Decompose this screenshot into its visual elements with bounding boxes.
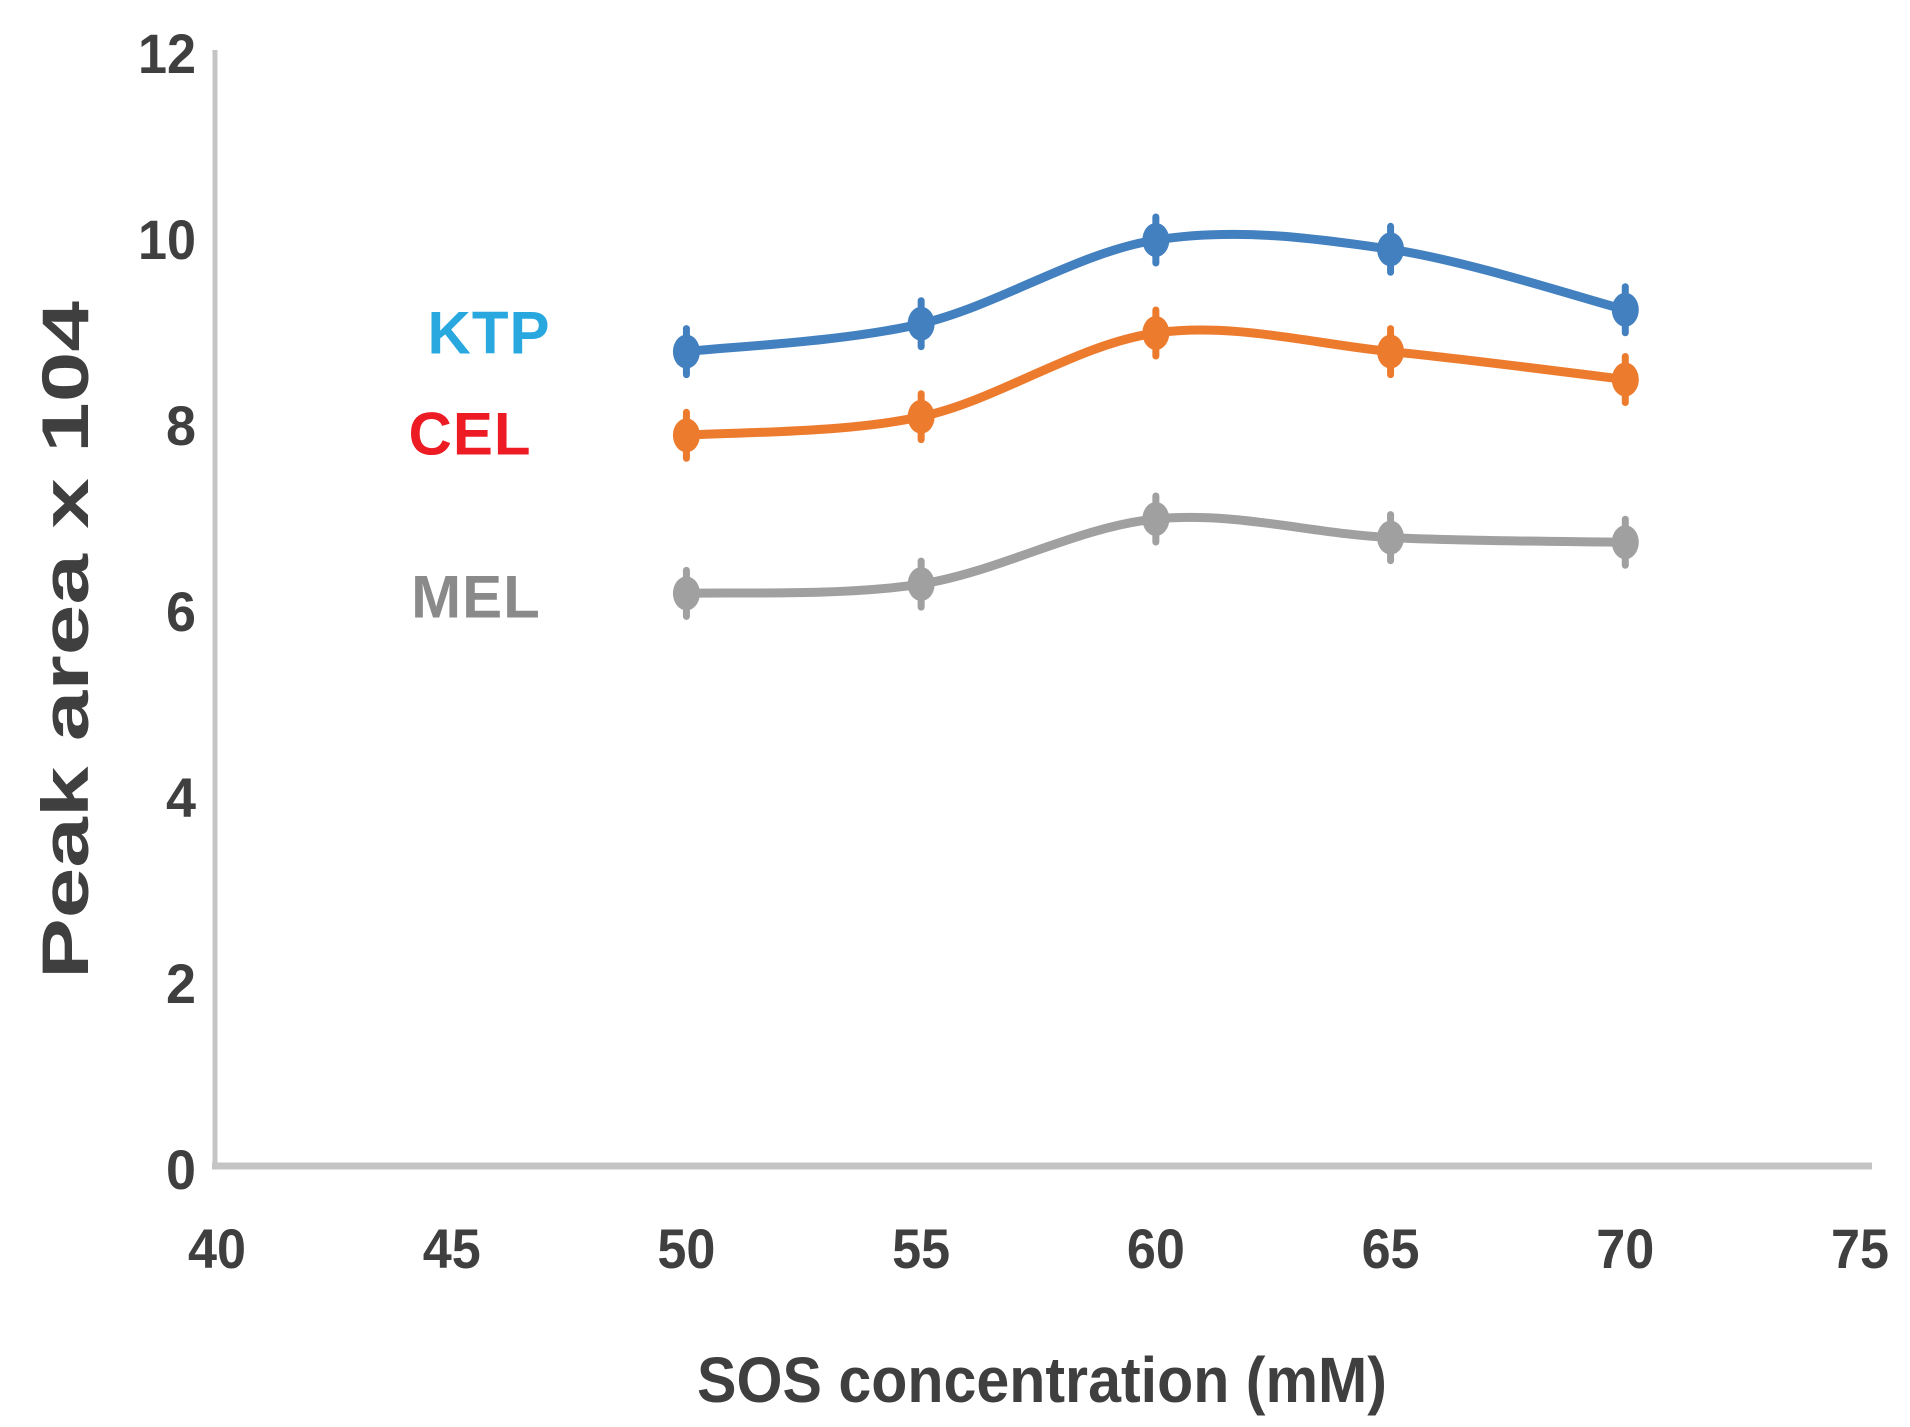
data-point-CEL-55 bbox=[907, 399, 935, 434]
data-point-CEL-70 bbox=[1611, 362, 1639, 397]
x-tick-label-40: 40 bbox=[188, 1217, 246, 1280]
data-point-KTP-70 bbox=[1611, 292, 1639, 327]
y-tick-label-12: 12 bbox=[138, 22, 196, 85]
data-point-KTP-50 bbox=[672, 334, 700, 369]
x-tick-label-65: 65 bbox=[1362, 1217, 1420, 1280]
x-tick-label-75: 75 bbox=[1831, 1217, 1889, 1280]
y-tick-label-8: 8 bbox=[166, 394, 196, 457]
legend-label-ktp: KTP bbox=[427, 299, 551, 367]
plot-layer: 40 45 50 55 60 65 70 75 0 2 4 6 8 10 12 bbox=[138, 22, 1889, 1280]
y-tick-label-0: 0 bbox=[166, 1138, 196, 1201]
x-tick-label-55: 55 bbox=[892, 1217, 950, 1280]
data-point-CEL-60 bbox=[1142, 316, 1170, 350]
data-point-MEL-50 bbox=[672, 576, 700, 611]
data-point-KTP-60 bbox=[1142, 223, 1170, 257]
data-point-KTP-65 bbox=[1377, 232, 1405, 267]
y-tick-label-2: 2 bbox=[166, 952, 196, 1015]
data-point-MEL-60 bbox=[1142, 502, 1170, 536]
data-point-CEL-65 bbox=[1377, 334, 1405, 369]
y-axis-title: Peak area x 104 bbox=[28, 301, 102, 979]
data-point-CEL-50 bbox=[672, 418, 700, 453]
data-point-MEL-55 bbox=[907, 567, 935, 602]
legend-label-mel: MEL bbox=[411, 563, 541, 631]
data-point-KTP-55 bbox=[907, 306, 935, 341]
x-tick-label-45: 45 bbox=[423, 1217, 481, 1280]
y-tick-label-10: 10 bbox=[138, 208, 196, 271]
y-tick-label-6: 6 bbox=[166, 580, 196, 643]
data-point-MEL-65 bbox=[1377, 520, 1405, 555]
data-point-MEL-70 bbox=[1611, 525, 1639, 560]
legend-label-cel: CEL bbox=[408, 400, 532, 468]
x-tick-label-70: 70 bbox=[1596, 1217, 1654, 1280]
y-tick-label-4: 4 bbox=[166, 766, 196, 829]
x-tick-label-60: 60 bbox=[1127, 1217, 1185, 1280]
x-axis-title: SOS concentration (mM) bbox=[697, 1344, 1387, 1416]
x-tick-label-50: 50 bbox=[657, 1217, 715, 1280]
